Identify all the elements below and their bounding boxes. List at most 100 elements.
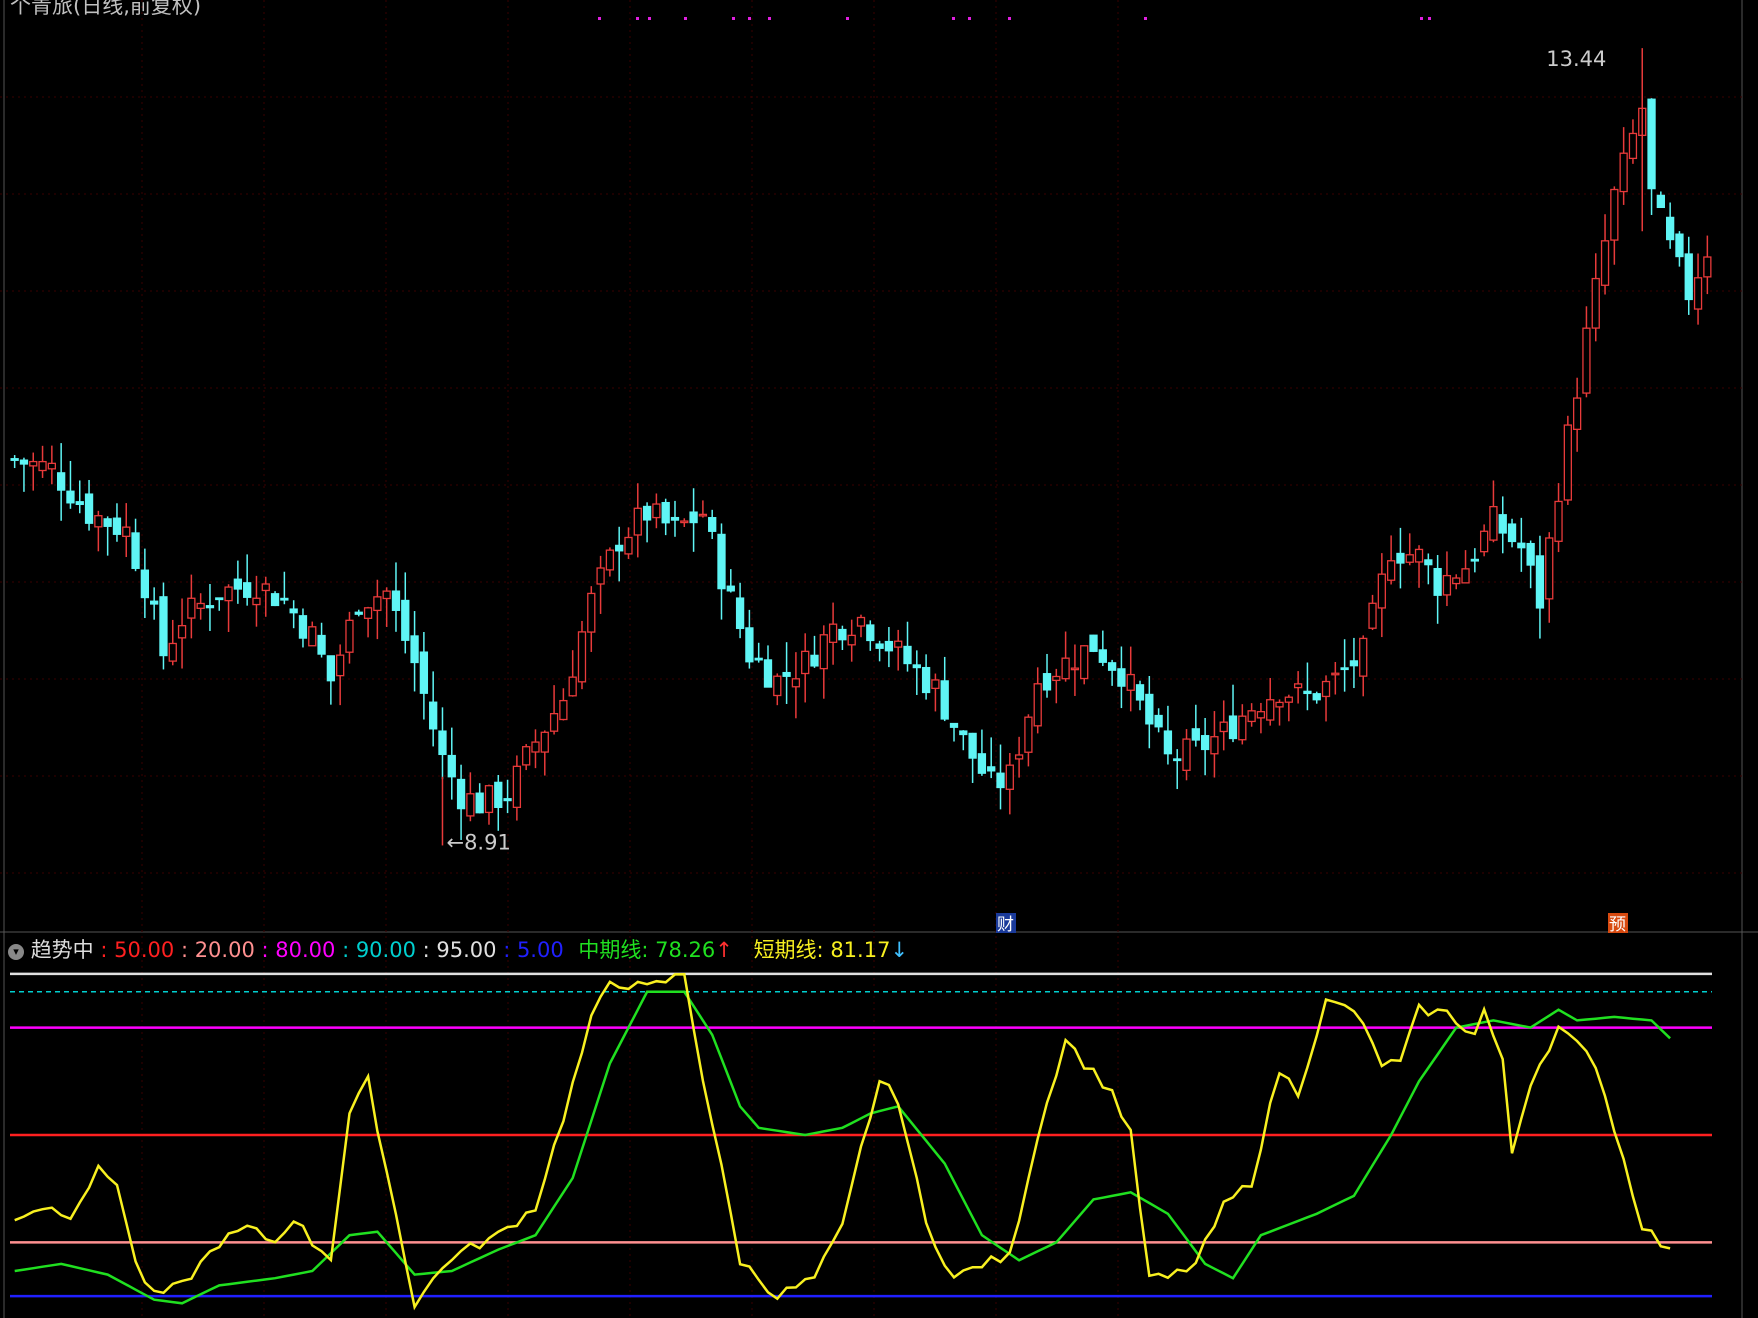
candle bbox=[345, 611, 354, 664]
candle bbox=[112, 503, 122, 542]
chart-title: 个青旅(日线,前复权) bbox=[10, 0, 202, 18]
candle bbox=[1312, 691, 1321, 704]
candle bbox=[1563, 415, 1572, 505]
candle-body bbox=[447, 754, 456, 778]
candle bbox=[391, 562, 401, 632]
candle bbox=[1396, 527, 1405, 589]
candle-body bbox=[289, 608, 298, 614]
candle bbox=[475, 783, 484, 814]
marker-cai: 财 bbox=[997, 915, 1014, 935]
candle-body bbox=[391, 590, 401, 611]
candle bbox=[196, 593, 205, 620]
collapse-icon[interactable]: ▾ bbox=[8, 944, 24, 960]
candle bbox=[270, 591, 280, 607]
candle-body bbox=[1191, 728, 1200, 741]
candle-body bbox=[1582, 327, 1591, 394]
candle bbox=[903, 621, 912, 672]
candle bbox=[84, 479, 94, 531]
candle-body bbox=[549, 713, 559, 732]
indicator-name: 趋势中 bbox=[30, 938, 94, 962]
candle-body bbox=[912, 664, 921, 669]
candle-body bbox=[317, 634, 326, 655]
candle-body bbox=[763, 659, 773, 688]
candle bbox=[828, 602, 838, 665]
candle-body bbox=[336, 654, 345, 677]
candle-body bbox=[1238, 715, 1247, 741]
level-label-50: : 50.00 bbox=[100, 938, 175, 962]
candle bbox=[10, 455, 19, 469]
candle-body bbox=[1377, 573, 1386, 609]
candle bbox=[401, 572, 410, 654]
candle-body bbox=[1349, 660, 1359, 667]
candle bbox=[280, 571, 289, 605]
candle-body bbox=[1424, 559, 1433, 566]
candle bbox=[419, 632, 429, 720]
candle-body bbox=[438, 730, 447, 756]
candle-body bbox=[1405, 554, 1414, 563]
candle bbox=[1117, 646, 1126, 709]
signal-dot bbox=[1008, 17, 1011, 20]
candle bbox=[717, 523, 726, 620]
candle-body bbox=[680, 520, 689, 524]
candle-body bbox=[670, 516, 680, 521]
candle-body bbox=[280, 597, 289, 601]
candle bbox=[103, 516, 112, 556]
candle bbox=[642, 502, 652, 543]
candle-body bbox=[354, 611, 363, 615]
candle bbox=[819, 625, 828, 699]
candle-body bbox=[1210, 736, 1219, 755]
candle bbox=[1433, 555, 1442, 624]
candle bbox=[605, 547, 615, 577]
candle bbox=[559, 688, 568, 721]
candle bbox=[503, 779, 512, 814]
candle bbox=[615, 526, 624, 582]
candle bbox=[987, 737, 996, 779]
candle bbox=[1675, 231, 1684, 267]
candle bbox=[1405, 533, 1414, 566]
candle bbox=[38, 445, 47, 478]
candle bbox=[1600, 214, 1610, 295]
candle bbox=[968, 732, 977, 783]
candle-body bbox=[215, 597, 224, 601]
candle-body bbox=[103, 518, 112, 527]
candle bbox=[1647, 98, 1656, 215]
candle bbox=[745, 609, 754, 669]
candle-body bbox=[1089, 634, 1098, 652]
candle-body bbox=[270, 593, 280, 607]
candle bbox=[921, 654, 931, 700]
candle-body bbox=[1042, 673, 1052, 691]
candle-body bbox=[1182, 738, 1191, 771]
candle bbox=[1089, 634, 1098, 653]
mid-line-label: 中期线: 78.26 bbox=[578, 938, 716, 962]
candle-body bbox=[168, 642, 177, 662]
short-line bbox=[14, 973, 1671, 1311]
candle-body bbox=[1145, 693, 1154, 725]
candle-body bbox=[568, 676, 577, 697]
candle-body bbox=[1359, 637, 1368, 677]
candle-body bbox=[977, 753, 987, 774]
candle-body bbox=[1266, 699, 1275, 721]
candle bbox=[1173, 749, 1182, 790]
candle-body bbox=[1452, 577, 1461, 585]
candle-body bbox=[931, 679, 940, 690]
level-label-80: : 80.00 bbox=[261, 938, 336, 962]
candle-body bbox=[261, 583, 270, 592]
candle bbox=[996, 744, 1005, 810]
candle-body bbox=[1656, 194, 1665, 209]
candle bbox=[1005, 753, 1014, 815]
candle bbox=[661, 498, 670, 536]
candle-body bbox=[587, 592, 596, 633]
candle bbox=[1238, 704, 1247, 745]
candle bbox=[531, 729, 540, 769]
signal-dot bbox=[684, 17, 687, 20]
candle bbox=[522, 744, 531, 771]
candle bbox=[1024, 714, 1033, 767]
marker-yu: 预 bbox=[1609, 915, 1626, 935]
candle-body bbox=[224, 586, 233, 602]
candle-body bbox=[633, 507, 642, 536]
candle-body bbox=[1173, 758, 1182, 762]
candle bbox=[1247, 703, 1256, 727]
candle-body bbox=[140, 569, 150, 599]
signal-dot bbox=[968, 17, 971, 20]
